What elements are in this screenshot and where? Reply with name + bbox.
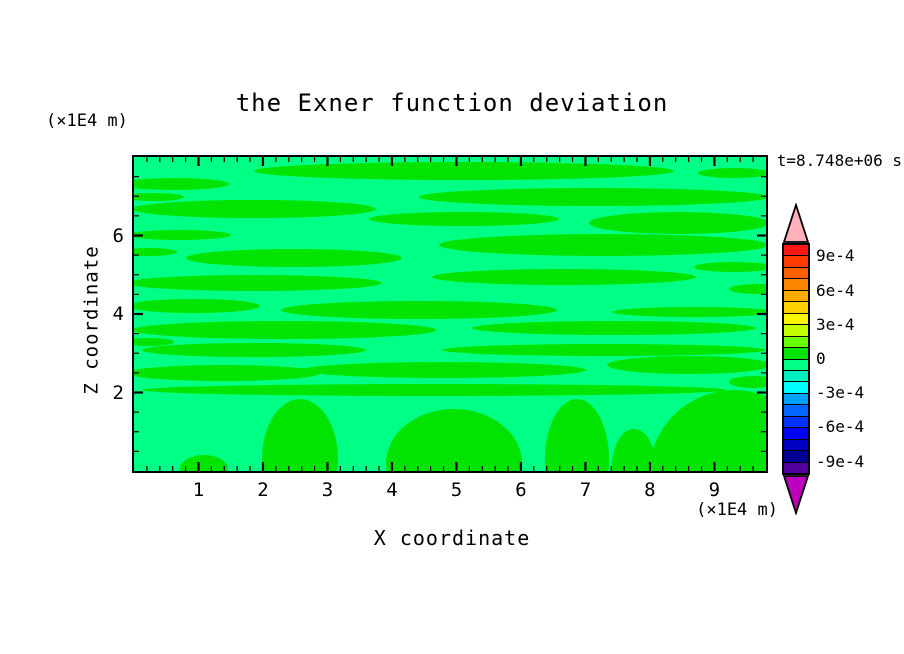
colorbar-under-range-arrow [782,475,810,515]
colorbar-tick-label: 9e-4 [816,246,855,266]
x-tick-label: 6 [515,479,527,501]
plot-area [132,155,768,473]
colorbar-under-range-triangle [782,475,810,515]
x-axis-unit-label: (×1E4 m) [696,500,778,520]
y-tick-label: 4 [112,303,124,325]
colorbar-tick-label: 3e-4 [816,314,855,334]
x-tick-label: 7 [579,479,592,501]
colorbar-segment [784,312,808,325]
x-axis-title: X coordinate [373,526,531,550]
y-axis-unit-label: (×1E4 m) [46,111,128,131]
colorbar-segment [784,278,808,290]
colorbar-segment [784,415,808,428]
x-tick-label: 2 [257,479,269,501]
colorbar-tick-label: -3e-4 [816,383,865,403]
colorbar-segment [784,289,808,302]
colorbar-segment [784,427,808,439]
colorbar-segment [784,358,808,370]
x-tick-label: 9 [708,479,721,501]
contour-positive-streaks [134,162,766,471]
colorbar [782,243,810,475]
colorbar-segment [784,324,808,336]
colorbar-segment [784,369,808,382]
colorbar-segment [784,255,808,267]
colorbar-segment [784,335,808,348]
contour-field [134,157,766,471]
chart-title: the Exner function deviation [235,89,669,117]
colorbar-segment [784,438,808,451]
colorbar-tick-label: 6e-4 [816,280,855,300]
colorbar-over-range-arrow [782,203,810,243]
colorbar-over-range-triangle [782,203,810,243]
x-tick-label: 3 [321,479,334,501]
colorbar-segment [784,245,808,256]
colorbar-segment [784,381,808,393]
colorbar-segment [784,461,808,474]
x-tick-label: 1 [192,479,205,501]
colorbar-segment [784,450,808,462]
colorbar-segment [784,347,808,359]
x-tick-label: 8 [644,479,656,501]
colorbar-tick-label: -6e-4 [816,417,865,437]
colorbar-segment [784,404,808,416]
colorbar-segment [784,266,808,279]
axis-tick-marks [134,157,766,471]
colorbar-segment [784,392,808,405]
colorbar-segment [784,301,808,313]
y-tick-label: 2 [112,381,124,404]
colorbar-tick-label: -9e-4 [816,451,865,471]
x-tick-label: 5 [450,479,463,501]
x-tick-label: 4 [386,479,398,501]
y-tick-label: 6 [112,224,124,247]
colorbar-tick-label: 0 [816,349,826,368]
time-annotation: t=8.748e+06 s [776,151,902,170]
